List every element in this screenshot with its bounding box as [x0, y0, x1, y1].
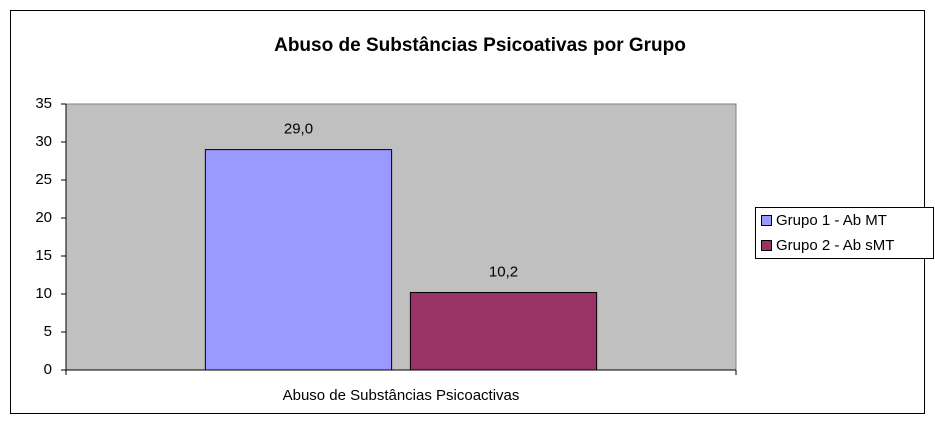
legend: [755, 207, 934, 259]
y-tick-label: 20: [35, 209, 52, 226]
bar: [409, 291, 598, 371]
data-label: 29,0: [284, 121, 313, 138]
y-tick-label: 30: [35, 133, 52, 150]
y-tick-label: 5: [44, 323, 52, 340]
y-tick-label: 35: [35, 95, 52, 112]
y-tick-label: 0: [44, 361, 52, 378]
legend-swatch: [761, 215, 772, 226]
legend-label: Grupo 2 - Ab sMT: [776, 237, 894, 254]
x-tick-label: Abuso de Substâncias Psicoactivas: [283, 387, 520, 404]
chart-title: Abuso de Substâncias Psicoativas por Gru…: [274, 35, 686, 56]
legend-swatch: [761, 240, 772, 251]
y-tick-label: 10: [35, 285, 52, 302]
data-label: 10,2: [489, 263, 518, 280]
legend-label: Grupo 1 - Ab MT: [776, 212, 887, 229]
y-tick-label: 25: [35, 171, 52, 188]
y-tick-label: 15: [35, 247, 52, 264]
bar: [204, 149, 393, 371]
plot-area: [65, 103, 737, 371]
